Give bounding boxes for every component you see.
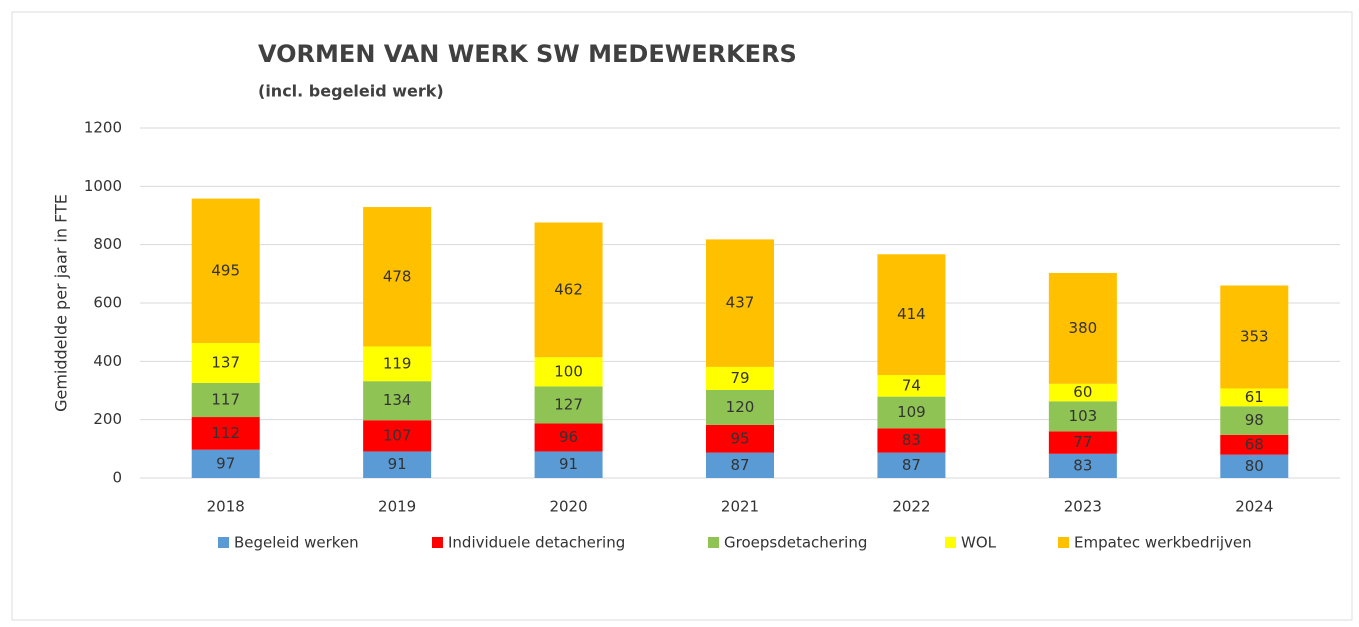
bar-segment [877, 254, 946, 376]
data-label: 80 [1245, 457, 1264, 475]
x-tick-label: 2023 [1064, 498, 1102, 516]
x-tick-label: 2018 [207, 498, 245, 516]
bar-segment [877, 375, 946, 397]
data-label: 79 [730, 369, 749, 387]
y-tick-label: 800 [93, 235, 122, 253]
data-label: 112 [211, 424, 240, 442]
data-label: 100 [554, 362, 583, 380]
bar-segment [191, 342, 260, 383]
bar-segment [191, 449, 260, 478]
data-label: 83 [902, 431, 921, 449]
data-label: 462 [554, 280, 583, 298]
bar-segment [1048, 272, 1117, 384]
x-tick-label: 2024 [1235, 498, 1273, 516]
bar-segment [363, 381, 432, 421]
bar-segment [877, 428, 946, 453]
bar-segment [706, 239, 774, 367]
data-label: 380 [1069, 319, 1098, 337]
legend-swatch [1058, 537, 1069, 548]
bar-segment [534, 357, 603, 387]
bar-segment [363, 207, 432, 347]
bar-segment [1048, 383, 1117, 402]
data-label: 127 [554, 395, 583, 413]
data-label: 353 [1240, 327, 1269, 345]
bar-segment [706, 366, 774, 390]
y-tick-label: 200 [93, 410, 122, 428]
data-label: 87 [730, 456, 749, 474]
y-tick-label: 400 [93, 352, 122, 370]
data-label: 74 [902, 376, 921, 394]
data-label: 83 [1073, 456, 1092, 474]
data-label: 495 [211, 261, 240, 279]
data-label: 68 [1245, 435, 1264, 453]
bar-segment [706, 389, 774, 425]
data-label: 137 [211, 353, 240, 371]
bar-segment [363, 420, 432, 452]
bar-segment [363, 451, 432, 478]
data-label: 134 [383, 391, 412, 409]
legend-label: Begeleid werken [234, 534, 359, 552]
chart-subtitle: (incl. begeleid werk) [258, 82, 444, 101]
y-tick-label: 1200 [84, 119, 122, 137]
data-label: 117 [211, 390, 240, 408]
y-axis-label: Gemiddelde per jaar in FTE [52, 194, 71, 412]
bar-segment [1220, 285, 1289, 389]
bar-segment [1048, 431, 1117, 454]
data-label: 91 [388, 455, 407, 473]
data-label: 96 [559, 428, 578, 446]
bar-segment [877, 452, 946, 478]
data-label: 107 [383, 426, 412, 444]
bar-segment [1220, 388, 1289, 407]
data-label: 478 [383, 267, 412, 285]
bar-segment [1220, 454, 1289, 478]
data-label: 87 [902, 456, 921, 474]
bar-segment [706, 424, 774, 453]
legend-swatch [708, 537, 719, 548]
bar-segment [534, 386, 603, 424]
x-tick-label: 2022 [892, 498, 930, 516]
legend-swatch [432, 537, 443, 548]
bar-segment [534, 222, 603, 358]
bar-segment [191, 382, 260, 418]
data-label: 109 [897, 403, 926, 421]
bar-segment [877, 396, 946, 429]
legend-label: Groepsdetachering [724, 534, 867, 552]
bar-segment [191, 198, 260, 343]
data-label: 120 [726, 398, 755, 416]
data-label: 97 [216, 454, 235, 472]
legend-label: WOL [961, 534, 997, 552]
bar-segment [534, 451, 603, 478]
data-label: 437 [726, 294, 755, 312]
bar-segment [534, 423, 603, 452]
x-tick-label: 2019 [378, 498, 416, 516]
x-tick-label: 2020 [549, 498, 587, 516]
legend-label: Empatec werkbedrijven [1074, 534, 1252, 552]
bar-segment [363, 346, 432, 382]
data-label: 98 [1245, 411, 1264, 429]
data-label: 91 [559, 455, 578, 473]
data-label: 414 [897, 305, 926, 323]
data-label: 77 [1073, 433, 1092, 451]
data-label: 119 [383, 354, 412, 372]
bar-segment [191, 417, 260, 450]
legend-label: Individuele detachering [448, 534, 625, 552]
bar-segment [1048, 453, 1117, 478]
y-tick-label: 1000 [84, 177, 122, 195]
legend-swatch [945, 537, 956, 548]
data-label: 103 [1069, 407, 1098, 425]
data-label: 61 [1245, 388, 1264, 406]
data-label: 95 [730, 429, 749, 447]
y-tick-label: 0 [112, 469, 122, 487]
bar-segment [1048, 401, 1117, 432]
bar-segment [1220, 434, 1289, 455]
bar-segment [706, 452, 774, 478]
chart-title: VORMEN VAN WERK SW MEDEWERKERS [258, 40, 797, 68]
bar-segment [1220, 406, 1289, 435]
legend-swatch [218, 537, 229, 548]
data-label: 60 [1073, 383, 1092, 401]
y-tick-label: 600 [93, 294, 122, 312]
x-tick-label: 2021 [721, 498, 759, 516]
